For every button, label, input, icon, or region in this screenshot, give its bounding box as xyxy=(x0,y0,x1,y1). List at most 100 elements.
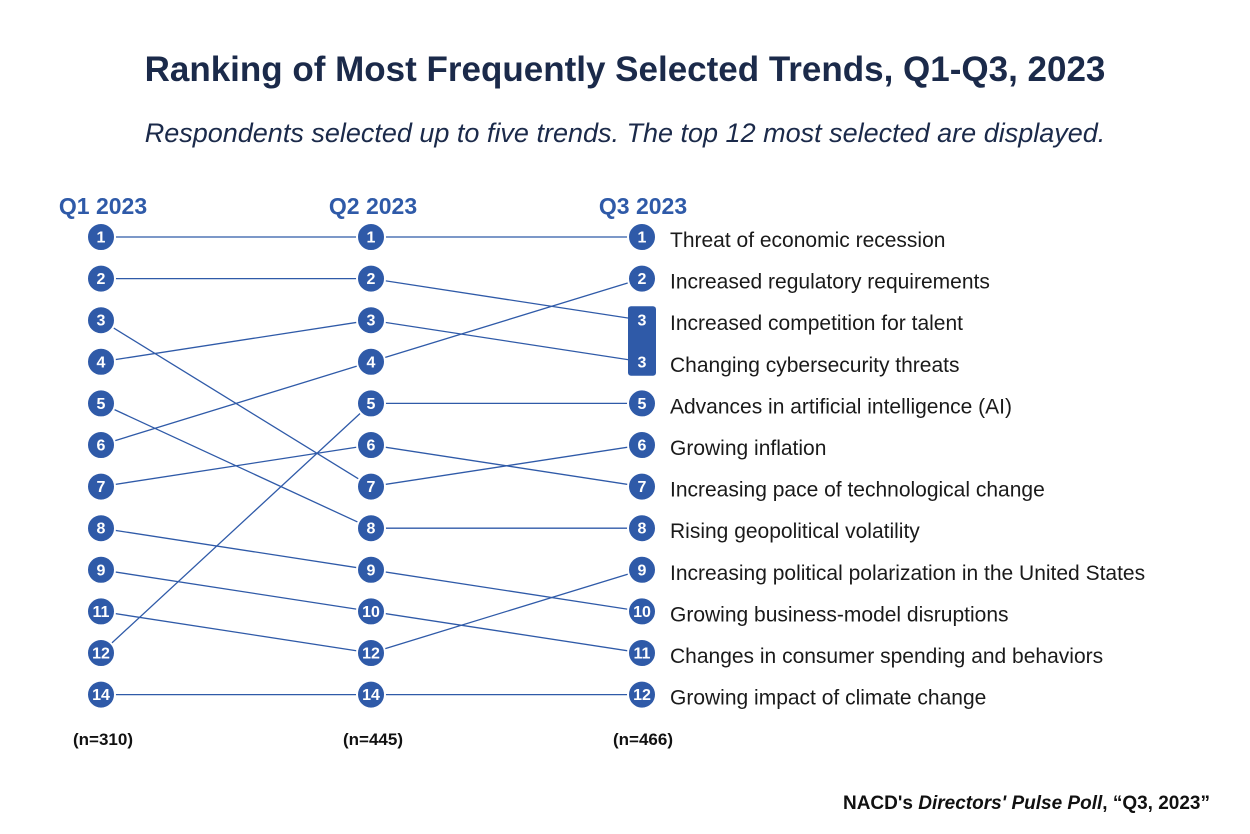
connector-q2-q3-2-3 xyxy=(370,319,643,363)
rank-label-q1-8: 8 xyxy=(97,521,106,538)
column-header-q2: Q2 2023 xyxy=(329,193,417,219)
rank-label-q3-8: 8 xyxy=(638,521,647,538)
trend-label-10: Growing business-model disruptions xyxy=(670,603,1009,626)
rank-node-q3-6 xyxy=(627,430,657,460)
rank-label-q3-1: 1 xyxy=(638,230,647,247)
rank-label-q2-7: 7 xyxy=(367,479,376,496)
rank-node-q2-3 xyxy=(356,305,386,336)
rank-label-q3-10: 10 xyxy=(633,604,651,621)
trend-label-8: Rising geopolitical volatility xyxy=(670,520,920,543)
rank-node-q3-5 xyxy=(627,388,657,419)
rank-node-q1-11 xyxy=(86,638,116,668)
rank-node-q2-6 xyxy=(356,430,386,460)
rank-label-q2-10: 10 xyxy=(362,604,380,621)
rank-node-q1-8 xyxy=(86,513,116,544)
rank-node-q1-3 xyxy=(86,305,116,336)
source-suffix: , “Q3, 2023” xyxy=(1102,793,1210,814)
sample-size-q3: (n=466) xyxy=(613,730,673,749)
rank-label-q2-8: 8 xyxy=(367,521,376,538)
connector-q1-q2-9-10 xyxy=(100,610,372,654)
rank-node-q2-10 xyxy=(356,596,386,627)
rank-label-q3-7: 7 xyxy=(638,479,647,496)
rank-label-q2-5: 5 xyxy=(367,396,376,413)
rank-node-q2-12 xyxy=(356,679,386,710)
rank-label-q3-11: 11 xyxy=(634,646,651,663)
rank-label-q2-1: 1 xyxy=(367,230,376,247)
rank-node-q3-10 xyxy=(627,596,657,627)
connector-q2-q3-1-2 xyxy=(370,277,643,321)
rank-node-q1-4 xyxy=(86,346,116,377)
connector-q2-q3-9-10 xyxy=(370,610,643,654)
connector-q1-q2-5-3 xyxy=(100,361,372,446)
rank-label-q3-3: 3 xyxy=(638,313,647,330)
column-header-q3: Q3 2023 xyxy=(599,193,687,219)
rank-node-q1-9 xyxy=(86,554,116,585)
trend-label-11: Changes in consumer spending and behavio… xyxy=(670,645,1103,668)
rank-node-q1-2 xyxy=(86,263,116,294)
connector-q1-q2-8-9 xyxy=(100,569,372,613)
rank-label-q2-9: 9 xyxy=(367,562,376,579)
rank-node-q1-5 xyxy=(86,388,116,419)
sample-size-q2: (n=445) xyxy=(343,730,403,749)
rank-label-q3-4: 3 xyxy=(638,354,647,371)
rank-node-q1-10 xyxy=(86,596,116,627)
rank-node-q2-9 xyxy=(356,554,386,585)
rank-label-q1-7: 7 xyxy=(97,479,106,496)
trend-label-4: Changing cybersecurity threats xyxy=(670,354,959,377)
rank-node-q3-8 xyxy=(627,513,657,544)
rank-node-q1-6 xyxy=(86,430,116,460)
source-prefix: NACD's xyxy=(842,793,919,814)
rank-node-q1-1 xyxy=(86,222,116,252)
rank-label-q2-6: 6 xyxy=(367,438,376,455)
rank-node-q2-2 xyxy=(356,263,386,294)
tie-group-marker xyxy=(628,306,656,376)
rank-label-q2-4: 4 xyxy=(367,354,376,371)
rank-node-q2-1 xyxy=(356,222,386,252)
rank-label-q1-9: 9 xyxy=(97,562,106,579)
rank-label-q1-1: 1 xyxy=(97,230,106,247)
chart-title: Ranking of Most Frequently Selected Tren… xyxy=(144,50,1106,89)
connector-q2-q3-6-5 xyxy=(370,444,643,488)
trend-label-6: Growing inflation xyxy=(670,437,826,460)
rank-label-q2-2: 2 xyxy=(367,271,376,288)
trend-label-3: Increased competition for talent xyxy=(670,312,963,335)
trend-label-1: Threat of economic recession xyxy=(670,229,945,252)
connector-q2-q3-8-9 xyxy=(370,569,643,613)
connector-q1-q2-6-5 xyxy=(100,444,372,488)
trend-label-12: Growing impact of climate change xyxy=(670,687,986,710)
rank-node-q1-7 xyxy=(86,471,116,502)
connector-q1-q2-10-4 xyxy=(100,402,372,654)
rank-label-q1-3: 3 xyxy=(97,313,106,330)
source-publication: Directors' Pulse Poll xyxy=(918,793,1103,814)
rank-label-q1-10: 11 xyxy=(93,604,110,621)
rank-label-q1-11: 12 xyxy=(92,646,110,663)
rank-label-q1-12: 14 xyxy=(92,687,110,704)
rank-label-q1-5: 5 xyxy=(97,396,106,413)
rank-node-q2-4 xyxy=(356,346,386,377)
rank-label-q1-4: 4 xyxy=(97,354,106,371)
connector-q1-q2-7-8 xyxy=(100,527,372,571)
trend-label-5: Advances in artificial intelligence (AI) xyxy=(670,395,1012,418)
trend-label-2: Increased regulatory requirements xyxy=(670,271,990,294)
rank-label-q2-3: 3 xyxy=(367,313,376,330)
trend-label-9: Increasing political polarization in the… xyxy=(670,562,1145,585)
rank-node-q2-5 xyxy=(356,388,386,419)
rank-node-q3-1 xyxy=(627,222,657,252)
rank-label-q1-6: 6 xyxy=(97,438,106,455)
rank-label-q2-12: 14 xyxy=(362,687,380,704)
rank-node-q3-7 xyxy=(627,471,657,502)
rank-label-q2-11: 12 xyxy=(362,646,380,663)
sample-size-q1: (n=310) xyxy=(73,730,133,749)
rank-label-q3-6: 6 xyxy=(638,438,647,455)
connector-q2-q3-10-8 xyxy=(370,569,643,654)
rank-node-q3-11 xyxy=(627,638,657,668)
rank-label-q3-2: 2 xyxy=(638,271,647,288)
rank-node-q2-8 xyxy=(356,513,386,544)
rank-label-q3-12: 12 xyxy=(633,687,651,704)
rank-node-q3-2 xyxy=(627,263,657,294)
rank-node-q3-9 xyxy=(627,554,657,585)
connector-q2-q3-3-1 xyxy=(370,277,643,363)
trend-label-7: Increasing pace of technological change xyxy=(670,479,1045,502)
chart-subtitle: Respondents selected up to five trends. … xyxy=(144,118,1106,148)
